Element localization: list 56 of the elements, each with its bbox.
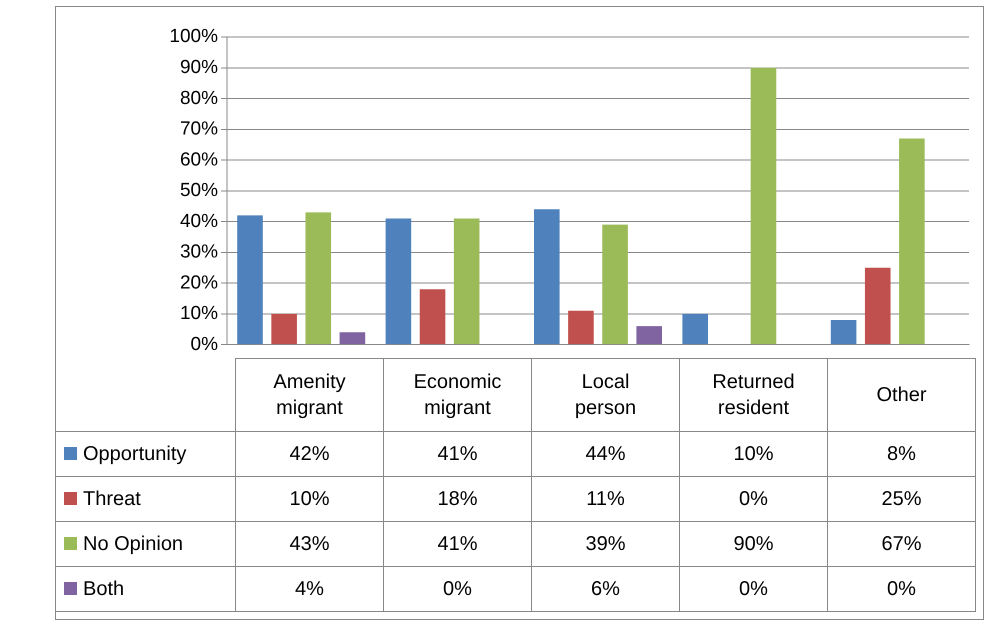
data-label: 90% xyxy=(680,522,828,566)
bar xyxy=(534,209,560,344)
data-label: 18% xyxy=(384,476,532,522)
bar xyxy=(454,218,480,344)
bar xyxy=(568,310,594,344)
data-label: 0% xyxy=(680,566,828,612)
data-label: 41% xyxy=(384,522,532,566)
bar xyxy=(636,326,662,344)
data-label: 0% xyxy=(384,566,532,612)
y-tick-label: 10% xyxy=(180,303,218,324)
x-tick-label: Amenity migrant xyxy=(236,358,384,432)
data-label: 44% xyxy=(532,432,680,476)
data-label: 0% xyxy=(680,476,828,522)
data-label: 67% xyxy=(828,522,976,566)
x-tick-label: Local person xyxy=(532,358,680,432)
bar xyxy=(602,224,628,344)
data-label: 6% xyxy=(532,566,680,612)
bar xyxy=(271,314,297,344)
data-label: 4% xyxy=(236,566,384,612)
bar xyxy=(830,320,856,344)
bar xyxy=(864,268,891,344)
data-label: 39% xyxy=(532,522,680,566)
bar xyxy=(237,215,263,344)
y-tick-label: 30% xyxy=(180,242,218,263)
bar xyxy=(340,332,366,344)
data-label: 43% xyxy=(236,522,384,566)
y-tick-label: 70% xyxy=(180,118,218,140)
y-tick-label: 0% xyxy=(190,334,218,355)
data-label: 10% xyxy=(236,476,384,522)
data-label: 41% xyxy=(384,432,532,476)
y-tick-label: 80% xyxy=(180,88,218,109)
x-tick-label: Returned resident xyxy=(680,358,828,432)
bar xyxy=(386,218,412,344)
data-label: 10% xyxy=(680,432,828,476)
y-tick-label: 40% xyxy=(180,210,218,232)
legend-label: Threat xyxy=(56,476,236,522)
bar xyxy=(682,314,708,344)
data-label: 11% xyxy=(532,476,680,522)
x-tick-label: Economic migrant xyxy=(384,358,532,432)
legend-label: Both xyxy=(56,566,236,612)
y-tick-label: 90% xyxy=(180,56,218,78)
bar xyxy=(420,289,446,344)
legend-label: No Opinion xyxy=(56,522,236,566)
data-label: 42% xyxy=(236,432,384,476)
bar xyxy=(899,138,925,344)
legend-label: Opportunity xyxy=(56,432,236,476)
data-label: 25% xyxy=(828,476,976,522)
data-label: 0% xyxy=(828,566,976,612)
y-tick-label: 20% xyxy=(180,272,218,294)
y-tick-label: 60% xyxy=(180,149,218,170)
data-label: 8% xyxy=(828,432,976,476)
bar xyxy=(305,212,332,344)
y-tick-label: 50% xyxy=(180,180,218,202)
bar xyxy=(750,68,776,344)
y-tick-label: 100% xyxy=(169,26,218,48)
x-tick-label: Other xyxy=(828,358,976,432)
